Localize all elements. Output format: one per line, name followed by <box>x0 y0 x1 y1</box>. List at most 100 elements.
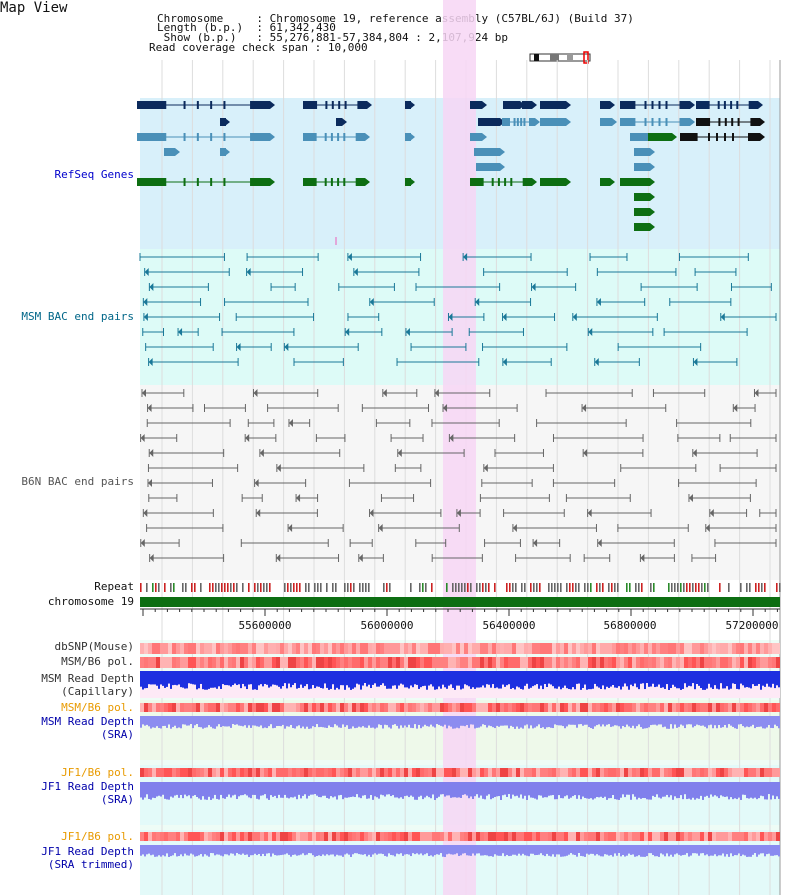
msm-bac-pair <box>148 358 153 366</box>
jf1-pol-heat <box>268 768 272 777</box>
msm-capillary-depth <box>562 671 564 688</box>
jf1-sra-depth <box>246 782 248 796</box>
jf1-sra-depth <box>366 782 368 799</box>
msm-sra-depth <box>500 716 502 726</box>
msm-sra-depth <box>684 716 686 729</box>
msm-sra-depth <box>710 716 712 725</box>
msm-capillary-depth <box>330 671 332 689</box>
repeat-element <box>482 583 484 592</box>
msm-sra-depth <box>182 716 184 725</box>
jf1-pol-heat-2 <box>736 832 740 841</box>
jf1-trim-depth <box>386 845 388 857</box>
repeat-element <box>347 583 349 592</box>
jf1-sra-depth <box>310 782 312 795</box>
jf1-trim-depth <box>566 845 568 856</box>
jf1-pol-heat-2 <box>204 832 208 841</box>
jf1-pol-heat <box>684 768 688 777</box>
jf1-trim-depth <box>188 845 190 856</box>
msm-pol-heat-2 <box>256 703 260 712</box>
gene-exon <box>405 101 411 109</box>
msm-sra-depth <box>640 716 642 728</box>
jf1-pol-heat-2 <box>532 832 536 841</box>
msm-capillary-depth <box>636 671 638 688</box>
jf1-sra-depth <box>600 782 602 797</box>
msm-pol-heat <box>256 657 260 668</box>
msm-pol-heat <box>364 657 368 668</box>
msm-capillary-depth <box>164 671 166 688</box>
msm-sra-depth <box>646 716 648 729</box>
msm-pol-heat-2 <box>240 703 244 712</box>
jf1-sra-depth <box>718 782 720 799</box>
jf1-sra-depth <box>392 782 394 796</box>
jf1-sra-depth <box>316 782 318 796</box>
dbsnp-heat <box>180 643 184 654</box>
jf1-trim-depth <box>742 845 744 855</box>
msm-capillary-depth <box>622 671 624 687</box>
msm-sra-depth <box>316 716 318 725</box>
msm-sra-depth <box>668 716 670 729</box>
msm-sra-depth <box>224 716 226 727</box>
msm-capillary-depth <box>410 671 412 686</box>
msm-sra-depth <box>232 716 234 725</box>
msm-pol-heat <box>696 657 700 668</box>
jf1-trim-depth <box>348 845 350 855</box>
msm-sra-depth <box>418 716 420 725</box>
jf1-sra-depth <box>222 782 224 799</box>
b6n-bac-pair <box>705 524 710 532</box>
msm-sra-depth <box>760 716 762 727</box>
msm-sra-depth <box>440 716 442 726</box>
msm-pol-heat <box>508 657 512 668</box>
jf1-trim-depth <box>736 845 738 856</box>
gene-exon <box>330 133 333 141</box>
msm-sra-depth <box>164 716 166 726</box>
jf1-pol-heat-2 <box>712 832 716 841</box>
msm-pol-heat-2 <box>400 703 404 712</box>
gene-strand-arrow <box>410 133 415 141</box>
jf1-pol-heat-2 <box>284 832 288 841</box>
msm-sra-depth <box>406 716 408 728</box>
repeat-element <box>425 583 427 592</box>
msm-pol-heat-2 <box>540 703 544 712</box>
dbsnp-heat <box>760 643 764 654</box>
dbsnp-heat <box>684 643 688 654</box>
msm-pol-heat-2 <box>176 703 180 712</box>
repeat-element <box>614 583 616 592</box>
jf1-pol-heat-2 <box>288 832 292 841</box>
jf1-trim-depth <box>774 845 776 856</box>
msm-pol-heat-2 <box>172 703 176 712</box>
track-label-chromosome: chromosome 19 <box>47 595 134 608</box>
msm-sra-depth <box>626 716 628 725</box>
jf1-trim-depth <box>262 845 264 854</box>
msm-sra-depth <box>346 716 348 726</box>
msm-sra-depth <box>598 716 600 725</box>
jf1-sra-depth <box>324 782 326 796</box>
jf1-sra-depth <box>388 782 390 795</box>
gene-exon <box>718 118 721 126</box>
repeat-element <box>365 583 367 592</box>
msm-pol-heat-2 <box>556 703 560 712</box>
msm-sra-depth <box>608 716 610 725</box>
msm-pol-heat <box>208 657 212 668</box>
jf1-sra-depth <box>682 782 684 800</box>
jf1-sra-depth <box>558 782 560 796</box>
msm-sra-depth <box>204 716 206 728</box>
jf1-trim-depth <box>256 845 258 856</box>
msm-capillary-depth <box>282 671 284 687</box>
jf1-trim-depth <box>182 845 184 857</box>
repeat-element <box>344 583 346 592</box>
msm-sra-depth <box>462 716 464 726</box>
jf1-pol-heat <box>468 768 472 777</box>
msm-bac-pair <box>353 268 358 276</box>
jf1-sra-depth <box>272 782 274 797</box>
dbsnp-heat <box>540 643 544 654</box>
msm-sra-depth <box>594 716 596 727</box>
jf1-pol-heat-2 <box>356 832 360 841</box>
msm-capillary-depth <box>770 671 772 688</box>
msm-sra-depth <box>712 716 714 729</box>
msm-capillary-depth <box>186 671 188 689</box>
chromosome-ideogram[interactable] <box>528 50 594 66</box>
msm-capillary-depth <box>386 671 388 689</box>
repeat-element <box>458 583 460 592</box>
msm-sra-depth <box>324 716 326 728</box>
